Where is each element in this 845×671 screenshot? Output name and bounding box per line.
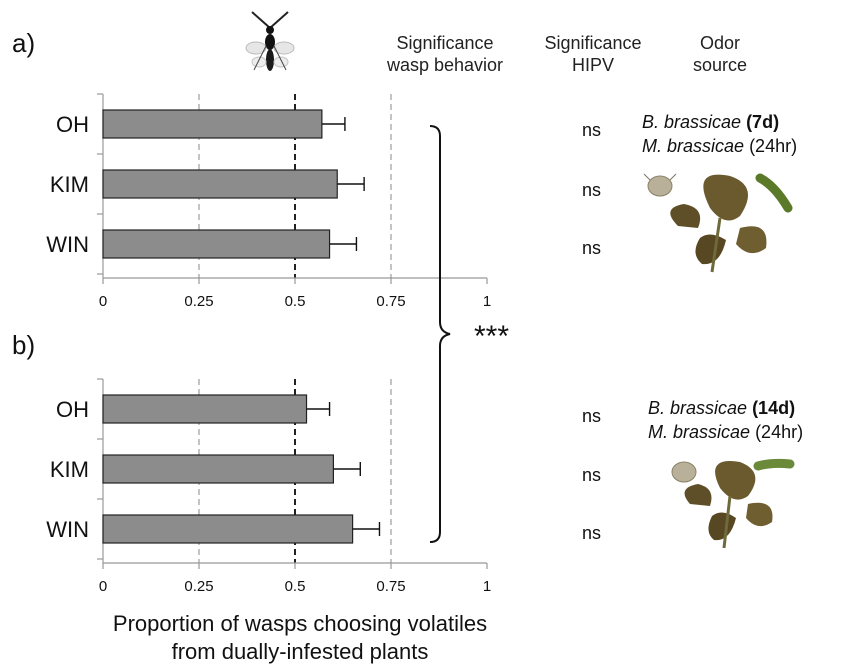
panel-label-b: b) <box>12 330 36 360</box>
header-odor-source: Odor source <box>670 32 770 76</box>
plant-with-insects-icon <box>643 173 793 273</box>
panel-label-a: a) <box>12 28 36 58</box>
b-x-tick-label-4: 1 <box>483 578 491 595</box>
significance-stars: *** <box>474 320 510 353</box>
b-category-label-win: WIN <box>46 517 89 542</box>
hipv-ns-a-win: ns <box>582 238 602 258</box>
header-hipv-line2: HIPV <box>571 55 614 75</box>
hipv-ns-b-oh: ns <box>582 406 602 426</box>
b-bar-kim <box>102 454 334 484</box>
odor-b-species2: M. brassicae <box>648 422 751 442</box>
significance-bracket <box>429 125 451 543</box>
a-category-label-win: WIN <box>46 232 89 257</box>
b-category-label-kim: KIM <box>50 457 89 482</box>
b-x-tick-label-1: 0.25 <box>184 578 213 595</box>
odor-a-age2: (24hr) <box>749 136 798 156</box>
x-axis-label-line2: from dually-infested plants <box>171 639 429 664</box>
b-x-tick-label-3: 0.75 <box>376 578 405 595</box>
header-wasp-behavior-line2: wasp behavior <box>386 55 504 75</box>
hipv-ns-a-oh: ns <box>582 120 602 140</box>
header-hipv: Significance HIPV <box>528 32 658 76</box>
a-bar-oh <box>102 109 323 139</box>
odor-a-species2: M. brassicae <box>642 136 745 156</box>
odor-source-b: B. brassicae (14d) M. brassicae (24hr) <box>648 396 803 444</box>
odor-b-age1: (14d) <box>752 398 796 418</box>
plant-with-insects-icon-b <box>671 458 795 549</box>
a-x-tick-label-4: 1 <box>483 293 491 310</box>
header-wasp-behavior: Significance wasp behavior <box>380 32 510 76</box>
x-axis-label: Proportion of wasps choosing volatiles f… <box>40 610 560 666</box>
a-x-tick-label-1: 0.25 <box>184 293 213 310</box>
odor-b-age2: (24hr) <box>755 422 804 442</box>
odor-b-species1: B. brassicae <box>648 398 748 418</box>
a-bar-win <box>102 229 331 259</box>
b-category-label-oh: OH <box>56 397 89 422</box>
x-axis-label-line1: Proportion of wasps choosing volatiles <box>112 611 488 636</box>
b-bar-oh <box>102 394 308 424</box>
header-odor-source-line2: source <box>692 55 748 75</box>
odor-a-species1: B. brassicae <box>642 112 742 132</box>
a-x-tick-label-2: 0.5 <box>285 293 306 310</box>
wasp-icon <box>245 11 295 71</box>
odor-a-age1: (7d) <box>746 112 780 132</box>
b-bar-win <box>102 514 354 544</box>
header-odor-source-line1: Odor <box>699 33 741 53</box>
chart-panel-a: 0 0.25 0.5 0.75 1 OH KIM WIN <box>46 93 491 310</box>
a-x-tick-label-0: 0 <box>99 293 107 310</box>
header-wasp-behavior-line1: Significance <box>396 33 494 53</box>
hipv-ns-b-kim: ns <box>582 465 602 485</box>
b-x-tick-label-2: 0.5 <box>285 578 306 595</box>
b-x-tick-label-0: 0 <box>99 578 107 595</box>
hipv-ns-b-win: ns <box>582 523 602 543</box>
a-category-label-oh: OH <box>56 112 89 137</box>
header-hipv-line1: Significance <box>544 33 642 53</box>
a-x-tick-label-3: 0.75 <box>376 293 405 310</box>
odor-source-a: B. brassicae (7d) M. brassicae (24hr) <box>642 110 797 158</box>
a-bar-kim <box>102 169 338 199</box>
a-category-label-kim: KIM <box>50 172 89 197</box>
chart-panel-b: 0 0.25 0.5 0.75 1 OH KIM WIN <box>46 378 491 595</box>
hipv-ns-a-kim: ns <box>582 180 602 200</box>
